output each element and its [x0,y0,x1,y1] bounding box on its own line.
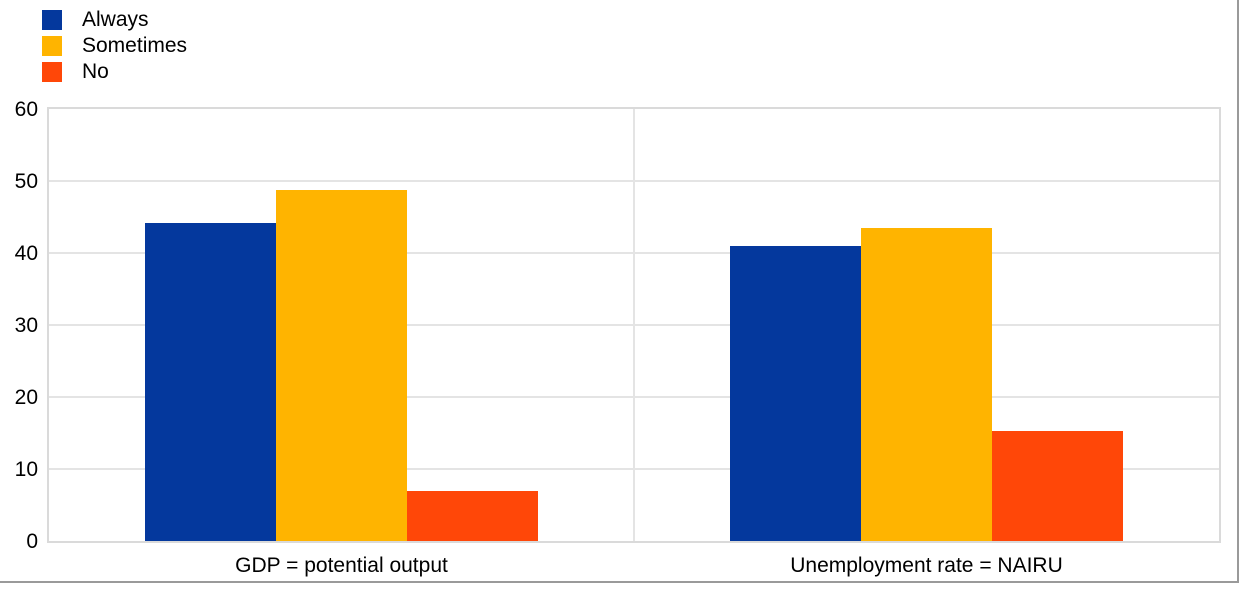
bar-no-1 [407,491,538,541]
x-category-label-1: GDP = potential output [235,554,448,577]
y-tick-label-40: 40 [14,242,38,265]
legend-swatch-icon [42,62,62,82]
legend-item-always: Always [42,7,187,33]
legend-item-sometimes: Sometimes [42,33,187,59]
legend-label: Always [82,8,149,31]
legend: Always Sometimes No [42,7,187,85]
x-category-label-2: Unemployment rate = NAIRU [790,554,1063,577]
legend-label: No [82,60,109,83]
plot-area [47,107,1221,543]
bar-sometimes-1 [276,190,407,541]
bar-always-2 [730,246,861,541]
bar-no-2 [992,431,1123,541]
y-tick-label-0: 0 [26,530,38,553]
legend-label: Sometimes [82,34,188,57]
bar-always-1 [145,223,276,541]
y-tick-label-50: 50 [14,170,38,193]
category-divider-line [633,109,635,541]
y-tick-label-30: 30 [14,314,38,337]
legend-item-no: No [42,59,187,85]
y-tick-label-10: 10 [14,458,38,481]
y-tick-label-20: 20 [14,386,38,409]
bar-sometimes-2 [861,228,992,541]
legend-swatch-icon [42,36,62,56]
y-tick-label-60: 60 [14,98,38,121]
legend-swatch-icon [42,10,62,30]
